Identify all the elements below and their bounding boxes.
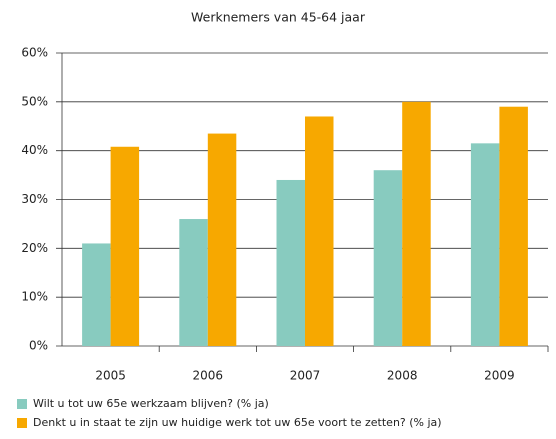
y-tick-label: 30% (21, 192, 48, 206)
bar (82, 243, 111, 346)
y-tick-label: 50% (21, 94, 48, 108)
bar (110, 146, 140, 346)
legend-label: Wilt u tot uw 65e werkzaam blijven? (% j… (33, 397, 269, 410)
chart-title: Werknemers van 45-64 jaar (191, 10, 366, 25)
legend-label: Denkt u in staat te zijn uw huidige werk… (33, 416, 442, 429)
y-tick-label: 10% (21, 290, 48, 304)
x-tick-label: 2006 (193, 369, 224, 383)
bar (470, 143, 500, 346)
bar (179, 219, 208, 346)
bar (373, 170, 403, 346)
bar (402, 101, 431, 346)
y-tick-label: 0% (29, 339, 48, 353)
y-tick-label: 20% (21, 241, 48, 255)
x-tick-label: 2009 (484, 369, 515, 383)
legend-swatch (17, 418, 27, 428)
x-tick-label: 2007 (290, 369, 321, 383)
bar (276, 179, 305, 346)
y-tick-label: 60% (21, 46, 48, 60)
x-tick-label: 2005 (95, 369, 126, 383)
y-tick-label: 40% (21, 143, 48, 157)
x-tick-label: 2008 (387, 369, 418, 383)
bar (499, 106, 528, 346)
bar (305, 116, 334, 346)
legend-swatch (17, 399, 27, 409)
bar (207, 133, 237, 346)
